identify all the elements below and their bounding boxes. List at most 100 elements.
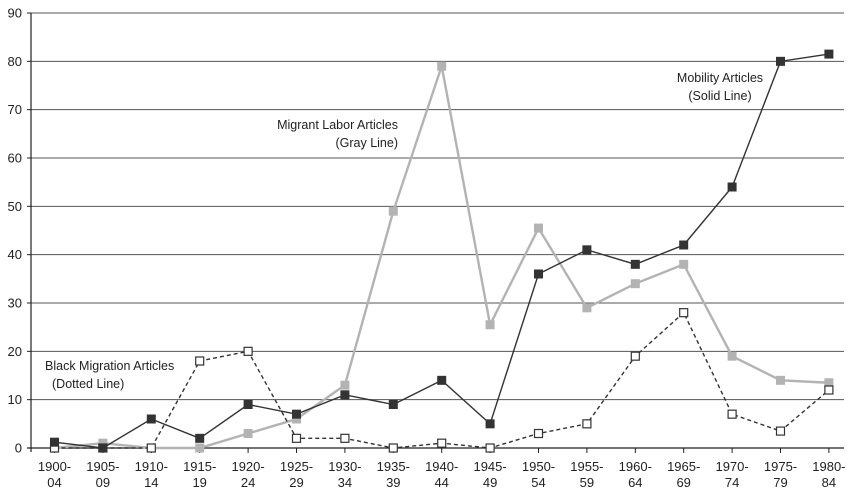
x-tick-labels: 1900-04 1905-09 1910-14 1915-19 1920-24 1925-… (38, 448, 846, 490)
series-line-mobility (54, 53, 830, 449)
x-tick-label: 24 (241, 475, 255, 490)
data-point-black (775, 426, 786, 436)
data-point-mobility (388, 400, 398, 409)
x-tick-label: 1980- (812, 459, 845, 474)
x-tick-label: 1960- (619, 459, 652, 474)
annotation-mobility-title: Mobility Articles (677, 71, 763, 85)
x-tick-label: 1920- (231, 459, 264, 474)
y-tick-label: 10 (8, 392, 22, 407)
y-tick-labels: 0 10 20 30 40 50 60 70 80 90 (8, 6, 22, 456)
data-point-migrant (630, 279, 640, 289)
data-point-mobility (630, 259, 640, 269)
x-tick-label: 1945- (473, 459, 506, 474)
x-tick-label: 04 (47, 475, 61, 490)
data-point-mobility (727, 182, 737, 192)
data-point-black (582, 419, 592, 429)
y-tick-label: 30 (8, 296, 22, 311)
x-tick-label: 64 (628, 475, 642, 490)
x-tick-label: 1965- (667, 459, 700, 474)
series-mobility (50, 49, 834, 453)
data-point-migrant (582, 303, 592, 313)
data-point-migrant (485, 320, 495, 330)
data-point-black (146, 443, 156, 453)
data-point-black (679, 308, 689, 318)
data-point-black (195, 356, 205, 366)
x-tick-label: 09 (96, 475, 110, 490)
data-point-mobility (776, 56, 785, 66)
x-tick-label: 79 (773, 475, 787, 490)
x-tick-label: 1930- (328, 459, 361, 474)
x-tick-label: 1955- (570, 459, 603, 474)
annotations: Mobility Articles (Solid Line) Migrant L… (45, 71, 763, 391)
x-tick-label: 39 (386, 475, 400, 490)
x-tick-label: 59 (580, 475, 594, 490)
x-tick-label: 84 (822, 475, 836, 490)
annotation-black-title: Black Migration Articles (45, 359, 174, 373)
data-point-black (630, 351, 640, 361)
data-point-black (437, 438, 447, 448)
y-tick-label: 20 (8, 344, 22, 359)
x-tick-label: 1925- (280, 459, 313, 474)
series-black (49, 308, 834, 453)
y-tick-label: 70 (8, 102, 22, 117)
y-tick-label: 50 (8, 199, 22, 214)
series-layer (49, 49, 834, 453)
data-point-mobility (679, 240, 689, 250)
series-line-migrant (54, 61, 829, 450)
annotation-migrant-note: (Gray Line) (335, 136, 398, 150)
y-tick-label: 0 (15, 441, 22, 456)
data-point-black (340, 433, 350, 443)
data-point-black (727, 409, 737, 419)
x-tick-label: 1915- (183, 459, 216, 474)
data-point-migrant (292, 414, 301, 424)
annotation-migrant-title: Migrant Labor Articles (277, 118, 398, 132)
data-point-migrant (534, 223, 543, 233)
y-tick-label: 90 (8, 6, 22, 21)
data-point-mobility (485, 419, 495, 429)
x-tick-label: 34 (338, 475, 352, 490)
x-tick-label: 1970- (715, 459, 748, 474)
data-point-mobility (824, 49, 834, 59)
x-tick-label: 14 (144, 475, 158, 490)
y-tick-label: 60 (8, 151, 22, 166)
data-point-black (824, 385, 834, 395)
x-tick-label: 44 (434, 475, 448, 490)
data-point-migrant (776, 375, 785, 385)
data-point-black (291, 433, 302, 443)
data-point-mobility (195, 433, 205, 443)
x-tick-label: 1905- (86, 459, 119, 474)
data-point-migrant (340, 380, 350, 390)
x-tick-label: 1900- (38, 459, 71, 474)
x-tick-label: 19 (192, 475, 206, 490)
data-point-black (485, 443, 495, 453)
gridlines (31, 12, 844, 401)
data-point-black (243, 346, 253, 356)
data-point-mobility (98, 443, 108, 453)
x-tick-label: 1940- (425, 459, 458, 474)
x-tick-label: 49 (483, 475, 497, 490)
x-tick-label: 1975- (764, 459, 797, 474)
data-point-migrant (243, 429, 253, 438)
data-point-mobility (292, 409, 301, 419)
annotation-black-note: (Dotted Line) (52, 377, 124, 391)
data-point-migrant (195, 443, 205, 453)
data-point-mobility (146, 414, 156, 424)
data-point-mobility (243, 400, 253, 409)
data-point-mobility (437, 375, 447, 385)
x-tick-label: 74 (725, 475, 739, 490)
x-tick-label: 69 (676, 475, 690, 490)
data-point-migrant (388, 206, 398, 216)
data-point-black (533, 428, 544, 439)
data-point-migrant (679, 259, 689, 269)
data-point-black (388, 443, 398, 453)
series-migrant (50, 61, 834, 453)
data-point-mobility (534, 269, 543, 279)
data-point-migrant (98, 438, 108, 448)
x-tick-label: 54 (531, 475, 545, 490)
x-tick-label: 1910- (135, 459, 168, 474)
data-point-mobility (340, 390, 350, 400)
data-point-migrant (824, 378, 834, 388)
x-tick-label: 1935- (377, 459, 410, 474)
data-point-migrant (727, 351, 737, 361)
